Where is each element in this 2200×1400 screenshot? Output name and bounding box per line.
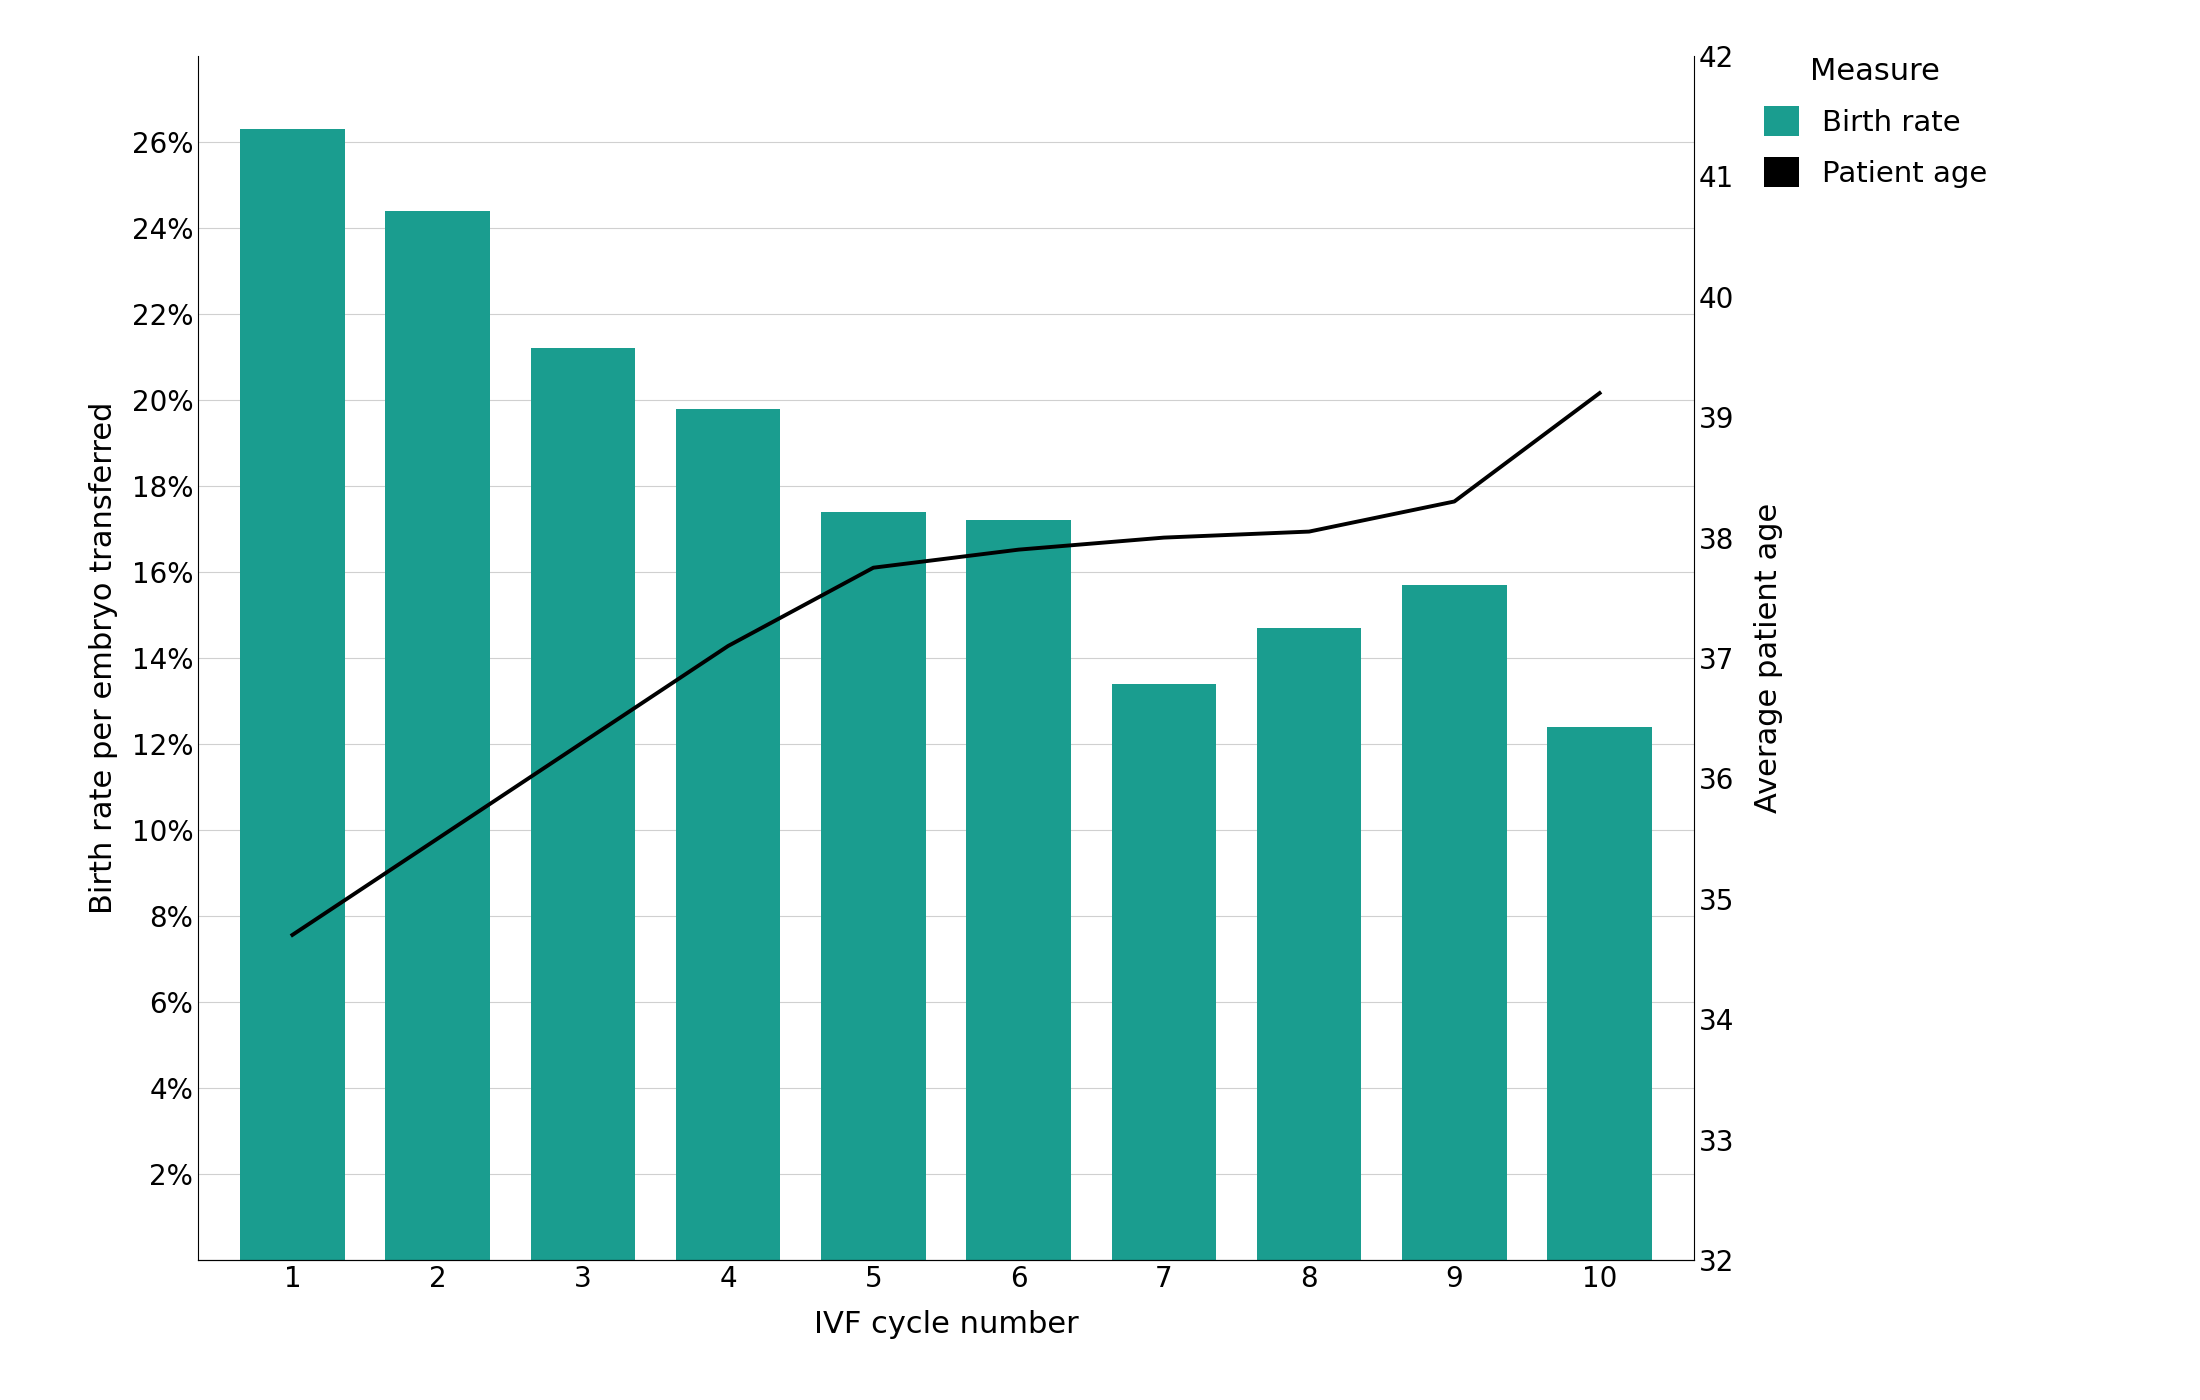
Bar [1547,727,1652,1260]
Bar [1111,683,1217,1260]
Bar [675,409,781,1260]
X-axis label: IVF cycle number: IVF cycle number [814,1309,1078,1338]
Bar [240,129,345,1260]
Legend: Birth rate, Patient age: Birth rate, Patient age [1764,56,1987,188]
Y-axis label: Average patient age: Average patient age [1753,503,1782,813]
Bar [1401,585,1507,1260]
Y-axis label: Birth rate per embryo transferred: Birth rate per embryo transferred [88,402,117,914]
Bar [966,521,1071,1260]
Bar [1256,629,1362,1260]
Bar [385,211,491,1260]
Bar [530,349,636,1260]
Bar [821,512,926,1260]
